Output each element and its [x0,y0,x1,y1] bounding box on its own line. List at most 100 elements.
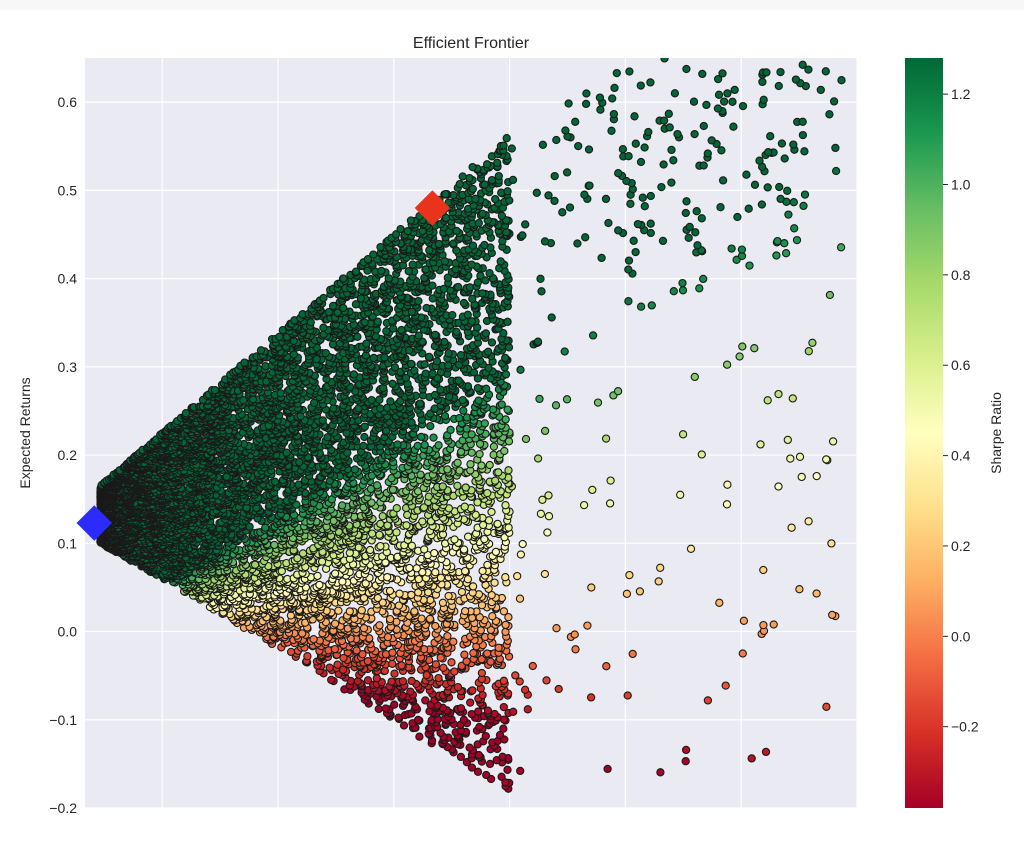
portfolio-point [759,565,768,575]
portfolio-point [374,704,383,714]
portfolio-point [385,586,395,596]
portfolio-point [469,648,478,658]
portfolio-point [402,521,411,530]
portfolio-point [465,743,474,752]
portfolio-point [483,706,493,715]
portfolio-point [494,643,503,652]
portfolio-point [520,685,530,694]
portfolio-point [761,747,771,757]
portfolio-point [812,589,821,598]
portfolio-point [460,502,469,511]
portfolio-point [654,577,663,586]
portfolio-point [250,560,260,569]
portfolio-point [334,606,343,615]
portfolio-point [459,715,469,724]
portfolio-point [405,563,414,573]
portfolio-point [453,481,462,490]
portfolio-point [482,770,491,780]
portfolio-point [516,766,525,776]
portfolio-point [622,589,632,598]
portfolio-point [438,482,447,491]
portfolio-point [554,684,563,694]
portfolio-point [303,652,312,661]
portfolio-point [468,686,477,695]
portfolio-point [723,480,732,489]
portfolio-point [450,535,459,544]
portfolio-point [542,676,551,685]
portfolio-point [439,663,448,672]
portfolio-point [372,481,382,490]
portfolio-point [431,660,441,669]
portfolio-point [449,637,458,646]
portfolio-point [722,500,732,509]
portfolio-point [483,649,492,658]
portfolio-point [787,523,796,532]
portfolio-point [330,619,340,628]
portfolio-point [483,488,492,498]
portfolio-point [436,653,445,662]
portfolio-point [407,676,416,686]
portfolio-point [605,499,615,508]
portfolio-point [759,620,768,630]
portfolio-point [390,700,399,709]
portfolio-point [378,512,387,521]
notebook-top-strip [0,0,1024,10]
portfolio-point [528,661,537,671]
portfolio-point [480,534,489,544]
portfolio-point [395,589,404,598]
portfolio-point [383,573,392,582]
portfolio-point [410,607,419,616]
portfolio-point [357,606,366,615]
portfolio-point [635,587,645,596]
portfolio-point [721,681,730,690]
portfolio-point [475,722,484,732]
portfolio-point [456,704,466,713]
portfolio-point [463,532,473,541]
portfolio-point [625,570,634,580]
portfolio-point [511,671,520,680]
portfolio-point [330,644,340,654]
scatter-points [96,58,846,793]
portfolio-point [375,621,384,630]
portfolio-point [398,677,408,686]
portfolio-point [603,764,612,774]
portfolio-point [656,768,665,777]
portfolio-point [459,545,469,554]
portfolio-point [317,557,327,566]
portfolio-point [453,682,463,692]
portfolio-point [681,757,690,766]
portfolio-point [703,696,713,705]
portfolio-point [570,630,579,639]
portfolio-point [543,528,552,537]
portfolio-point [415,732,424,741]
portfolio-point [345,607,354,616]
portfolio-point [313,571,322,581]
portfolio-point [828,610,837,620]
portfolio-point [376,541,385,551]
portfolio-point [503,765,512,774]
portfolio-point [587,583,596,592]
portfolio-point [473,498,482,507]
portfolio-point [518,539,527,549]
portfolio-point [491,547,501,557]
portfolio-point [774,482,783,491]
portfolio-point [686,544,696,553]
portfolio-point [487,507,496,517]
portfolio-point [434,673,443,683]
portfolio-point [822,702,831,711]
portfolio-point [499,702,508,712]
portfolio-point [483,560,492,570]
portfolio-point [477,601,487,610]
portfolio-point [478,566,487,576]
portfolio-point [438,598,448,607]
portfolio-point [827,539,836,548]
portfolio-point [359,624,369,633]
portfolio-point [462,657,471,666]
portfolio-point [501,620,510,630]
portfolio-point [495,730,505,740]
portfolio-point [477,668,487,678]
portfolio-point [513,571,522,581]
portfolio-point [497,772,506,781]
portfolio-point [315,580,324,590]
portfolio-point [552,624,561,633]
